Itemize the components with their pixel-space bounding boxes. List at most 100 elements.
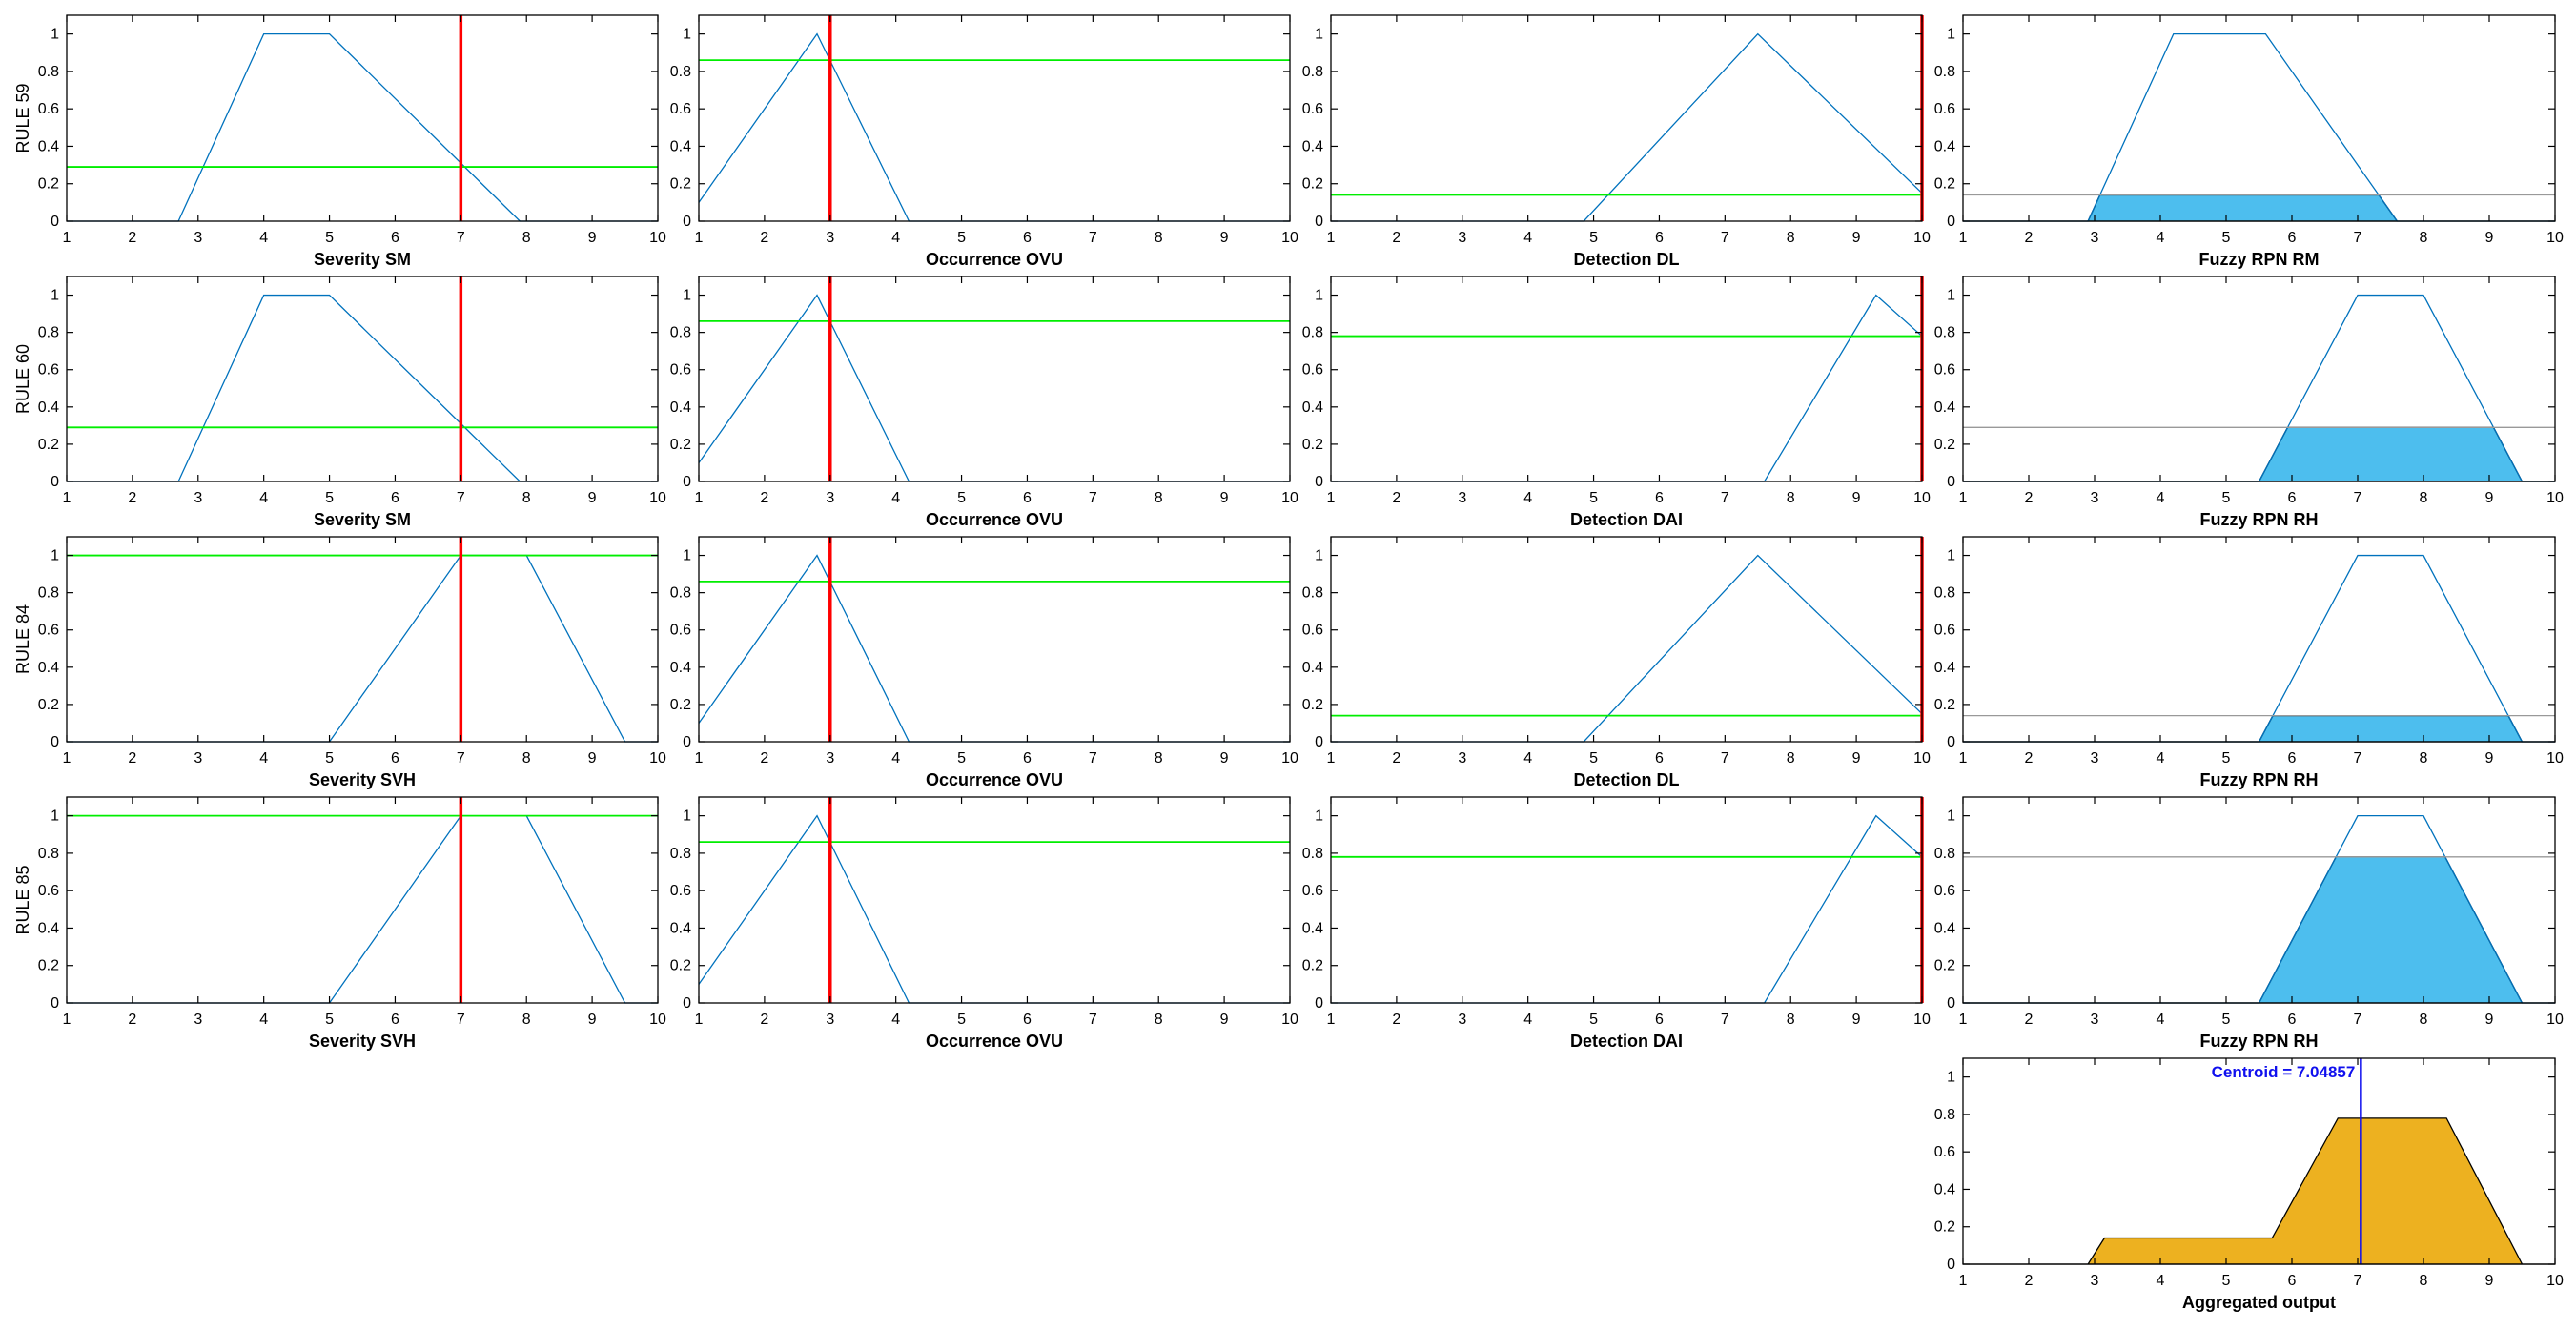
rule-60-detection-xlabel: Detection DAI: [1570, 510, 1683, 529]
rule-85-output-xtick-label: 10: [2546, 1012, 2564, 1028]
rule-59-occurrence-xtick-label: 3: [826, 230, 834, 246]
rule-84-detection-xtick-label: 5: [1589, 750, 1598, 767]
rule-85-severity-ytick-label: 0.6: [38, 883, 59, 899]
rule-84-detection-xtick-label: 9: [1852, 750, 1861, 767]
rule-59-occurrence-xtick-label: 7: [1089, 230, 1097, 246]
rule-84-output-ytick-label: 0.4: [1934, 660, 1955, 676]
rule-85-occurrence-ytick-label: 0.8: [670, 846, 691, 862]
rule-84-output-ytick-label: 1: [1947, 548, 1955, 564]
rule-59-occurrence-xlabel: Occurrence OVU: [926, 250, 1063, 269]
rule-60-output-xtick-label: 5: [2222, 490, 2231, 506]
rule-60-occurrence-ytick-label: 0.6: [670, 362, 691, 379]
rule-59-occurrence-xtick-label: 2: [760, 230, 768, 246]
rule-85-occurrence-membership-line: [698, 814, 1290, 1004]
rule-84-severity-xtick-label: 6: [391, 750, 399, 767]
rule-84-output-xtick-label: 7: [2354, 750, 2362, 767]
rule-84-severity-ytick-label: 0.4: [38, 660, 59, 676]
rule-60-output-axes-box: [1962, 276, 2556, 482]
rule-59-output-xtick-label: 4: [2157, 230, 2165, 246]
rule-60-detection-ytick-label: 0.6: [1302, 362, 1323, 379]
rule-59-occurrence-xtick-label: 6: [1023, 230, 1032, 246]
rule-85-detection-xtick-label: 4: [1523, 1012, 1532, 1028]
rule-84-occurrence-panel: 1 2 3 4 5 6 7 8 9 10 0 0.2 0.4 0.6 0.8 1 Occurrence OVU: [670, 536, 1298, 789]
rule-84-detection-xtick-label: 6: [1655, 750, 1664, 767]
aggregate-xtick-label: 4: [2157, 1273, 2165, 1289]
rule-85-severity-xtick-label: 7: [457, 1012, 465, 1028]
rule-84-occurrence-xtick-label: 7: [1089, 750, 1097, 767]
rule-84-severity-xtick-label: 2: [128, 750, 136, 767]
rule-59-output-ytick-label: 0.8: [1934, 64, 1955, 80]
rule-59-output-xtick-label: 1: [1959, 230, 1968, 246]
rule-59-occurrence-membership-line: [698, 32, 1290, 222]
rule-85-output-xtick-label: 4: [2157, 1012, 2165, 1028]
rule-60-detection-xtick-label: 8: [1787, 490, 1795, 506]
rule-59-detection-xtick-label: 8: [1787, 230, 1795, 246]
rule-60-output-clipped-area: [1963, 426, 2555, 482]
rule-60-output-ytick-label: 0.2: [1934, 437, 1955, 453]
rule-84-detection-membership-line: [1331, 554, 1923, 743]
rule-60-severity-xtick-label: 6: [391, 490, 399, 506]
rule-85-detection-membership-line: [1331, 814, 1923, 1004]
rule-59-occurrence-panel: 1 2 3 4 5 6 7 8 9 10 0 0.2 0.4 0.6 0.8 1 Occurrence OVU: [670, 14, 1298, 269]
rule-59-severity-ytick-label: 0.6: [38, 101, 59, 117]
rule-59-severity-ytick-label: 0: [51, 214, 59, 230]
rule-84-output-xtick-label: 9: [2485, 750, 2494, 767]
rule-59-detection-ytick-label: 0: [1315, 214, 1323, 230]
rule-59-output-xtick-label: 6: [2288, 230, 2297, 246]
rule-59-severity-xtick-label: 5: [325, 230, 334, 246]
rule-84-occurrence-xtick-label: 3: [826, 750, 834, 767]
aggregate-ytick-label: 0.8: [1934, 1107, 1955, 1123]
rule-84-severity-xtick-label: 1: [63, 750, 72, 767]
rule-59-severity-xtick-label: 2: [128, 230, 136, 246]
rule-59-detection-membership-line: [1331, 32, 1923, 222]
rule-85-severity-xtick-label: 4: [259, 1012, 268, 1028]
rule-59-occurrence-ytick-label: 0.4: [670, 138, 691, 154]
rule-59-occurrence-ytick-label: 1: [683, 27, 691, 43]
rule-84-detection-xtick-label: 7: [1721, 750, 1729, 767]
rule-59-severity-panel: 1 2 3 4 5 6 7 8 9 10 0 0.2 0.4 0.6 0.8 1 Severity SM: [38, 14, 666, 269]
rule-60-severity-axes-box: [66, 276, 659, 482]
rule-85-occurrence-axes-box: [698, 796, 1291, 1004]
rule-84-detection-xtick-label: 4: [1523, 750, 1532, 767]
rule-59-output-xtick-label: 2: [2025, 230, 2034, 246]
rule-59-output-xtick-label: 9: [2485, 230, 2494, 246]
rule-85-severity-ytick-label: 0.4: [38, 920, 59, 936]
aggregate-xtick-label: 1: [1959, 1273, 1968, 1289]
rule-84-severity-ytick-label: 0.8: [38, 585, 59, 602]
rule-84-output-xtick-label: 8: [2420, 750, 2428, 767]
rule-85-severity-axes-box: [66, 796, 659, 1004]
rule-59-detection-xtick-label: 7: [1721, 230, 1729, 246]
rule-60-detection-xtick-label: 10: [1913, 490, 1931, 506]
rule-84-severity-ytick-label: 0: [51, 734, 59, 750]
rule-60-detection-xtick-label: 2: [1392, 490, 1400, 506]
rule-85-occurrence-ytick-label: 0.2: [670, 958, 691, 974]
rule-84-severity-xtick-label: 8: [522, 750, 531, 767]
rule-60-detection-ytick-label: 0.8: [1302, 325, 1323, 341]
rule-85-output-ytick-label: 0.2: [1934, 958, 1955, 974]
rule-85-output-xtick-label: 8: [2420, 1012, 2428, 1028]
rule-84-detection-xtick-label: 8: [1787, 750, 1795, 767]
rule-60-severity-xtick-label: 3: [194, 490, 202, 506]
rule-85-occurrence-xtick-label: 2: [760, 1012, 768, 1028]
rule-60-occurrence-xtick-label: 10: [1281, 490, 1298, 506]
rule-85-output-xtick-label: 6: [2288, 1012, 2297, 1028]
rule-85-output-xtick-label: 5: [2222, 1012, 2231, 1028]
rule-84-severity-xtick-label: 10: [649, 750, 666, 767]
rule-85-severity-xtick-label: 10: [649, 1012, 666, 1028]
rule-59-output-xtick-label: 7: [2354, 230, 2362, 246]
rule-85-occurrence-ytick-label: 0.4: [670, 920, 691, 936]
rule-59-output-xlabel: Fuzzy RPN RM: [2199, 250, 2320, 269]
rule-59-severity-membership-line: [67, 32, 658, 222]
rule-85-output-clipped-area: [1963, 856, 2555, 1004]
rule-59-occurrence-xtick-label: 10: [1281, 230, 1298, 246]
rule-60-severity-xlabel: Severity SM: [314, 510, 411, 529]
rule-59-output-panel: 1 2 3 4 5 6 7 8 9 10 0 0.2 0.4 0.6 0.8 1 Fuzzy RPN RM: [1934, 14, 2564, 269]
rule-59-occurrence-ytick-label: 0: [683, 214, 691, 230]
rule-59-output-xtick-label: 3: [2091, 230, 2099, 246]
aggregate-xtick-label: 7: [2354, 1273, 2362, 1289]
rule-59-occurrence-xtick-label: 9: [1220, 230, 1229, 246]
rule-59-detection-xtick-label: 6: [1655, 230, 1664, 246]
rule-60-severity-xtick-label: 7: [457, 490, 465, 506]
rule-84-output-xtick-label: 4: [2157, 750, 2165, 767]
rule-60-output-ytick-label: 0: [1947, 474, 1955, 490]
